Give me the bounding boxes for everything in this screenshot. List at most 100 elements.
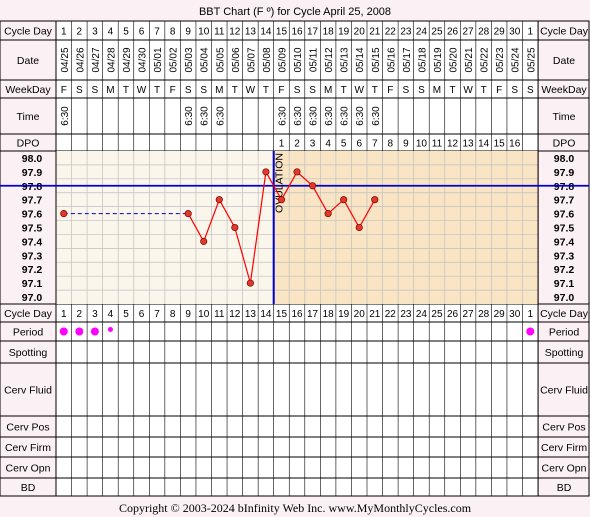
cycle_day-cell: 7 — [154, 309, 160, 320]
date-cell: 04/26 — [75, 47, 86, 72]
weekday-cell: F — [496, 85, 502, 96]
cycle_day-cell: 24 — [416, 309, 428, 320]
y-tick-left: 97.5 — [22, 223, 43, 235]
cycle_day-cell: 10 — [198, 27, 210, 38]
row-label-cerv-opn-right: Cerv Opn — [542, 463, 587, 475]
cycle_day-cell: 30 — [509, 27, 521, 38]
cycle_day-cell: 8 — [170, 309, 176, 320]
cycle_day-cell: 1 — [527, 27, 533, 38]
weekday-cell: T — [449, 85, 455, 96]
time-cell: 6:30 — [309, 106, 320, 126]
cycle_day-cell: 13 — [245, 27, 257, 38]
y-tick-left: 97.4 — [22, 236, 43, 248]
date-cell: 05/16 — [386, 47, 397, 72]
temperature-point-day-9 — [184, 210, 192, 218]
dpo-cell: 10 — [416, 139, 428, 150]
weekday-cell: M — [324, 85, 332, 96]
cycle_day-cell: 26 — [447, 27, 459, 38]
dpo-cell: 5 — [341, 139, 347, 150]
cycle_day-cell: 21 — [369, 27, 381, 38]
weekday-cell: S — [527, 85, 534, 96]
post-ovulation-area — [273, 151, 539, 304]
row-label-cycle-day-right: Cycle Day — [540, 26, 589, 38]
cycle_day-cell: 29 — [494, 27, 506, 38]
weekday-cell: F — [61, 85, 67, 96]
dpo-cell: 6 — [356, 139, 362, 150]
date-cell: 05/24 — [511, 47, 522, 72]
weekday-cell: F — [387, 85, 393, 96]
ovulation-label: OVULATION — [274, 153, 286, 213]
weekday-cell: S — [92, 85, 99, 96]
dpo-cell: 11 — [432, 139, 443, 150]
row-label-cerv-firm-right: Cerv Firm — [541, 442, 587, 454]
temperature-point-day-20 — [355, 223, 363, 232]
temperature-point-day-14 — [262, 168, 270, 176]
row-label-dpo-left: DPO — [17, 138, 40, 150]
date-cell: 05/23 — [495, 47, 506, 72]
row-label-period-left: Period — [13, 327, 44, 339]
weekday-cell: W — [354, 85, 364, 96]
cycle_day-cell: 23 — [400, 309, 412, 320]
row-label-cerv-pos-right: Cerv Pos — [542, 422, 585, 434]
dpo-cell: 9 — [403, 139, 409, 150]
cycle_day-cell: 5 — [123, 309, 129, 320]
cycle_day-cell: 9 — [185, 309, 191, 320]
date-cell: 05/22 — [480, 47, 491, 72]
cycle_day-cell: 7 — [154, 27, 160, 38]
y-tick-right: 98.0 — [554, 153, 575, 165]
period-dot — [75, 327, 84, 336]
cycle_day-cell: 4 — [108, 309, 114, 320]
row-label-period-right: Period — [549, 327, 580, 339]
cycle_day-cell: 24 — [416, 27, 428, 38]
temperature-point-day-21 — [371, 196, 379, 204]
row-label-date-right: Date — [553, 55, 575, 67]
cycle_day-cell: 3 — [92, 27, 98, 38]
date-cell: 05/06 — [231, 47, 242, 72]
row-label-cerv-fluid-right: Cerv Fluid — [540, 385, 588, 397]
temperature-point-day-16 — [293, 168, 301, 176]
row-label-weekday-right: WeekDay — [541, 84, 587, 96]
dpo-cell: 14 — [478, 139, 490, 150]
time-cell: 6:30 — [324, 106, 335, 126]
temperature-point-day-1 — [60, 210, 68, 218]
weekday-cell: F — [278, 85, 284, 96]
weekday-cell: W — [246, 85, 256, 96]
y-tick-right: 97.1 — [554, 278, 575, 290]
cycle_day-cell: 30 — [509, 309, 521, 320]
cycle_day-cell: 16 — [291, 309, 303, 320]
cycle_day-cell: 6 — [139, 309, 145, 320]
temperature-point-day-12 — [231, 223, 239, 232]
weekday-cell: S — [418, 85, 425, 96]
weekday-cell: T — [341, 85, 347, 96]
weekday-cell: T — [481, 85, 487, 96]
weekday-cell: F — [170, 85, 176, 96]
chart-title: BBT Chart (F º) for Cycle April 25, 2008 — [199, 6, 391, 18]
y-tick-right: 97.6 — [554, 209, 575, 221]
y-tick-right: 97.8 — [554, 181, 575, 193]
row-label-time-left: Time — [17, 111, 40, 123]
temperature-point-day-19 — [340, 196, 348, 204]
y-tick-left: 97.1 — [22, 278, 43, 290]
cycle_day-cell: 1 — [527, 309, 533, 320]
cycle_day-cell: 18 — [323, 309, 335, 320]
dpo-cell: 7 — [372, 139, 378, 150]
date-cell: 05/07 — [246, 47, 257, 72]
cycle_day-cell: 25 — [431, 309, 443, 320]
row-label-spotting-right: Spotting — [545, 347, 584, 359]
y-tick-left: 97.0 — [22, 292, 43, 304]
weekday-cell: T — [263, 85, 269, 96]
dpo-cell: 12 — [447, 139, 459, 150]
cycle_day-cell: 28 — [478, 309, 490, 320]
date-cell: 05/11 — [309, 47, 320, 72]
date-cell: 05/10 — [293, 47, 304, 72]
date-cell: 05/05 — [215, 47, 226, 72]
dpo-cell: 16 — [509, 139, 521, 150]
date-cell: 05/17 — [402, 47, 413, 72]
time-cell: 6:30 — [371, 106, 382, 126]
date-cell: 05/19 — [433, 47, 444, 72]
period-dot-light — [107, 327, 113, 332]
date-cell: 05/01 — [153, 47, 164, 72]
date-cell: 04/29 — [122, 47, 133, 72]
weekday-cell: S — [403, 85, 410, 96]
y-tick-left: 97.2 — [22, 264, 43, 276]
